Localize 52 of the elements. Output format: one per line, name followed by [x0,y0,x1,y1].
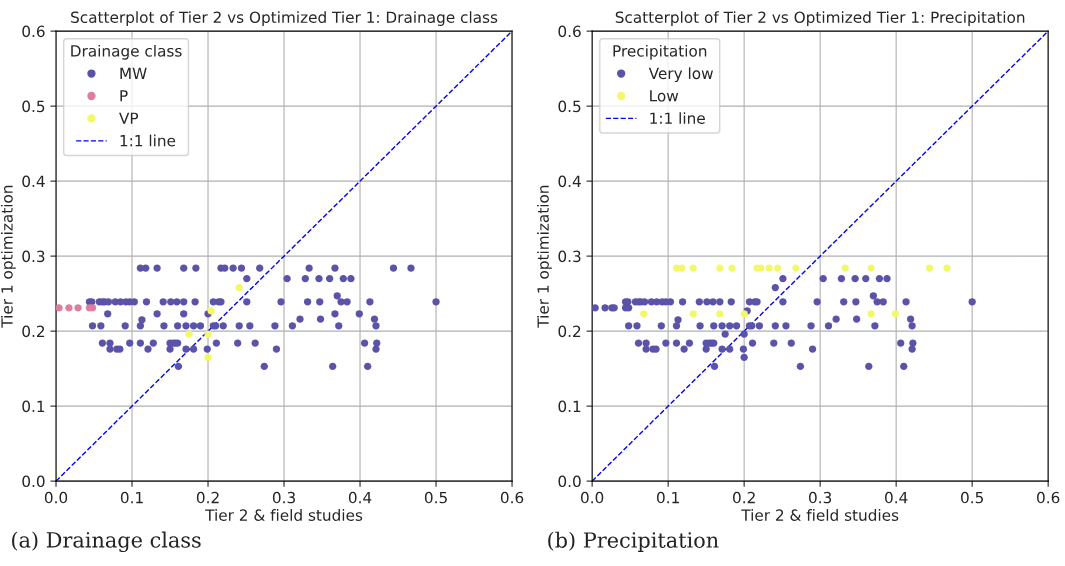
y-tick-label: 0.3 [558,250,581,263]
x-tick-label: 0.3 [809,491,832,504]
x-tick-label: 0.5 [424,491,447,504]
legend-label: Very low [648,67,713,83]
legend-label: 1:1 line [650,112,705,124]
legend-label: Low [650,90,679,102]
chart-title: Scatterplot of Tier 2 vs Optimized Tier 1: Precipitation [615,11,1025,26]
chart-title: Scatterplot of Tier 2 vs Optimized Tier 1: Drainage class [71,11,498,26]
x-tick-label: 0.1 [657,491,679,504]
legend-title: Drainage class [71,44,182,60]
y-tick-label: 0.1 [22,400,45,413]
x-tick-label: 0.4 [348,491,372,504]
legend-title: Precipitation [613,44,707,60]
x-axis-title: Tier 2 & field studies [741,509,899,521]
point [204,353,212,362]
y-tick-label: 0.0 [558,475,581,488]
point [204,330,212,338]
x-tick-label: 0.2 [196,491,219,504]
y-tick-label: 0.4 [22,175,45,188]
y-tick-label: 0.2 [558,325,581,338]
legend-label: VP [119,112,139,124]
x-tick-label: 0.0 [44,491,68,504]
y-tick-label: 0.6 [558,25,581,38]
point [235,283,243,292]
y-tick-label: 0.0 [22,475,45,488]
point [65,304,73,312]
y-tick-label: 0.6 [22,25,45,38]
legend-label: P [120,90,128,102]
point [56,304,63,312]
y-tick-label: 0.5 [22,100,45,113]
x-tick-label: 0.3 [272,491,295,504]
x-tick-label: 0.6 [500,491,524,504]
x-axis-title: Tier 2 & field studies [205,509,363,521]
x-tick-label: 0.4 [885,491,908,504]
x-tick-label: 0.6 [1037,491,1060,504]
point [74,304,82,312]
legend-label: 1:1 line [120,134,176,147]
y-axis-title: Tier 1 optimization [0,185,16,328]
text: (a) Drainage class [12,531,201,553]
x-tick-label: 0.2 [733,491,755,504]
legend-label: MW [120,67,147,79]
y-axis-title: Tier 1 optimization [537,185,552,328]
y-tick-label: 0.3 [22,250,45,263]
text: (b) Precipitation [548,531,719,552]
y-tick-label: 0.1 [558,400,581,413]
x-tick-label: 0.0 [581,491,604,504]
x-tick-label: 0.1 [120,491,143,504]
x-tick-label: 0.5 [961,491,983,504]
y-tick-label: 0.4 [558,175,581,188]
y-tick-label: 0.2 [22,325,45,338]
y-tick-label: 0.5 [558,100,581,113]
point [185,330,193,338]
